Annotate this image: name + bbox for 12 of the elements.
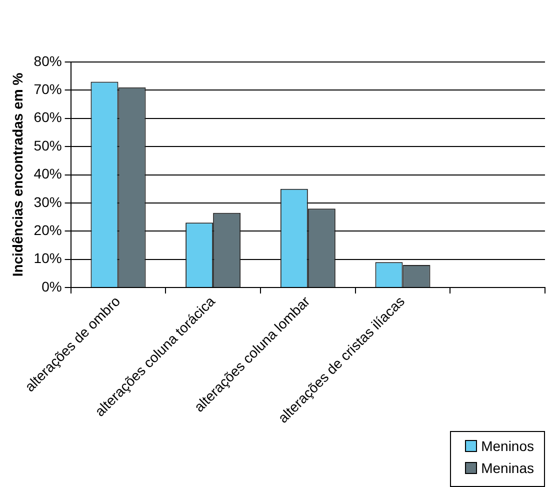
y-axis-title: Incidências encontradas em % [9,72,26,277]
y-tick-label: 0% [42,278,62,294]
legend-label: Meninas [481,460,534,476]
y-tick-label: 40% [34,166,62,182]
y-tick-label: 20% [34,222,62,238]
y-tick-label: 30% [34,194,62,210]
y-tick-label: 60% [34,109,62,126]
y-tick-label: 70% [34,81,62,98]
y-tick-label: 80% [34,52,62,69]
legend-label: Meninos [481,438,534,454]
y-tick-label: 50% [34,137,62,154]
y-tick-label: 10% [34,250,62,266]
